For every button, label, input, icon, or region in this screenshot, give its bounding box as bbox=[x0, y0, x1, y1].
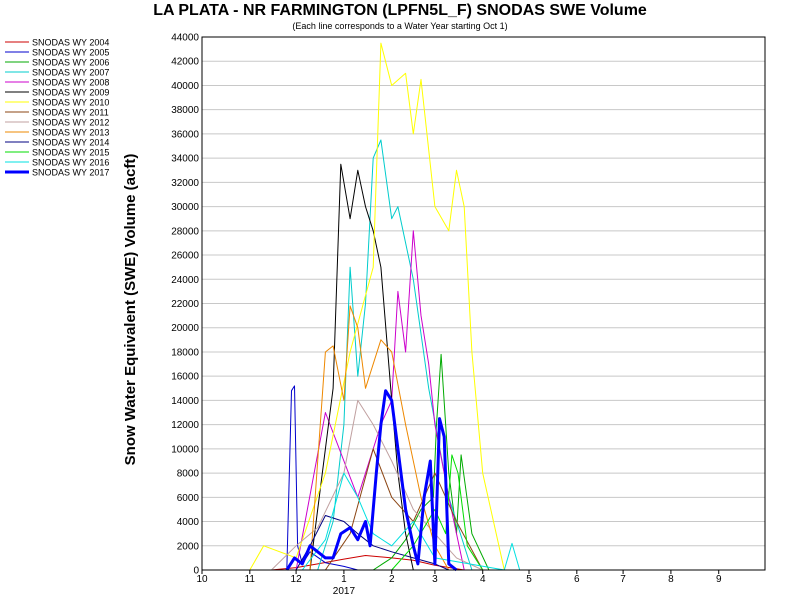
legend-label: SNODAS WY 2011 bbox=[32, 108, 109, 118]
series-layer bbox=[249, 42, 521, 572]
x-axis: 10 11 12 1 2 3 4 5 6 7 8 9 bbox=[196, 570, 722, 585]
x-axis-year-label: 2017 bbox=[333, 586, 356, 597]
legend-label: SNODAS WY 2012 bbox=[32, 118, 109, 128]
series-line-snodas-wy-2012 bbox=[271, 399, 483, 571]
x-tick-label: 4 bbox=[480, 574, 486, 585]
y-tick-label: 34000 bbox=[171, 154, 199, 165]
x-tick-label: 10 bbox=[196, 574, 208, 585]
grid bbox=[202, 36, 765, 571]
series-line-snodas-wy-2017 bbox=[285, 389, 458, 572]
y-tick-label: 4000 bbox=[177, 517, 200, 528]
y-tick-label: 10000 bbox=[171, 444, 199, 455]
series-line-snodas-wy-2013 bbox=[309, 305, 450, 571]
legend-label: SNODAS WY 2005 bbox=[32, 48, 109, 58]
y-axis-label: Snow Water Equivalent (SWE) Volume (acft… bbox=[122, 154, 139, 466]
legend-label: SNODAS WY 2014 bbox=[32, 138, 109, 148]
legend-label: SNODAS WY 2009 bbox=[32, 88, 109, 98]
y-tick-label: 14000 bbox=[171, 396, 199, 407]
y-tick-label: 0 bbox=[193, 566, 199, 577]
series-line-snodas-wy-2006 bbox=[372, 353, 490, 571]
x-tick-label: 7 bbox=[620, 574, 626, 585]
x-tick-label: 9 bbox=[716, 574, 722, 585]
legend-label: SNODAS WY 2015 bbox=[32, 148, 109, 158]
y-tick-label: 44000 bbox=[171, 33, 199, 44]
series-line-snodas-wy-2015 bbox=[391, 454, 484, 571]
y-axis: 0 2000 4000 6000 8000 10000 12000 14000 16000 180… bbox=[171, 33, 199, 577]
legend-label: SNODAS WY 2010 bbox=[32, 98, 109, 108]
y-tick-label: 8000 bbox=[177, 469, 200, 480]
y-tick-label: 42000 bbox=[171, 57, 199, 68]
x-tick-label: 5 bbox=[526, 574, 532, 585]
x-tick-label: 1 bbox=[341, 574, 347, 585]
y-tick-label: 20000 bbox=[171, 323, 199, 334]
y-tick-label: 26000 bbox=[171, 251, 199, 262]
y-tick-label: 38000 bbox=[171, 105, 199, 116]
series-line-snodas-wy-2016 bbox=[301, 472, 521, 571]
series-line-snodas-wy-2007 bbox=[317, 139, 473, 571]
series-line-snodas-wy-2014 bbox=[295, 515, 450, 571]
chart-subtitle: (Each line corresponds to a Water Year s… bbox=[292, 21, 508, 31]
plot-frame bbox=[201, 36, 766, 571]
legend-label: SNODAS WY 2016 bbox=[32, 158, 109, 168]
y-tick-label: 30000 bbox=[171, 202, 199, 213]
y-tick-label: 32000 bbox=[171, 178, 199, 189]
y-tick-label: 16000 bbox=[171, 372, 199, 383]
y-tick-label: 12000 bbox=[171, 420, 199, 431]
x-tick-label: 11 bbox=[245, 574, 256, 585]
x-tick-label: 3 bbox=[432, 574, 438, 585]
y-tick-label: 18000 bbox=[171, 347, 199, 358]
y-tick-label: 28000 bbox=[171, 226, 199, 237]
y-tick-label: 24000 bbox=[171, 275, 199, 286]
chart-title: LA PLATA - NR FARMINGTON (LPFN5L_F) SNOD… bbox=[153, 2, 647, 19]
legend-label: SNODAS WY 2006 bbox=[32, 58, 109, 68]
legend-label: SNODAS WY 2008 bbox=[32, 78, 109, 88]
y-tick-label: 36000 bbox=[171, 129, 199, 140]
series-line-snodas-wy-2010 bbox=[249, 42, 505, 571]
x-tick-label: 2 bbox=[389, 574, 395, 585]
series-line-snodas-wy-2009 bbox=[309, 163, 414, 571]
y-tick-label: 2000 bbox=[177, 541, 200, 552]
x-tick-label: 8 bbox=[668, 574, 674, 585]
series-line-snodas-wy-2011 bbox=[324, 448, 484, 571]
y-tick-label: 40000 bbox=[171, 81, 199, 92]
legend-label: SNODAS WY 2004 bbox=[32, 38, 109, 48]
legend-label: SNODAS WY 2013 bbox=[32, 128, 109, 138]
x-tick-label: 12 bbox=[291, 574, 303, 585]
legend-label: SNODAS WY 2017 bbox=[32, 168, 109, 178]
y-tick-label: 22000 bbox=[171, 299, 199, 310]
y-tick-label: 6000 bbox=[177, 493, 200, 504]
series-line-snodas-wy-2004 bbox=[271, 555, 465, 571]
x-tick-label: 6 bbox=[574, 574, 580, 585]
legend-label: SNODAS WY 2007 bbox=[32, 68, 109, 78]
